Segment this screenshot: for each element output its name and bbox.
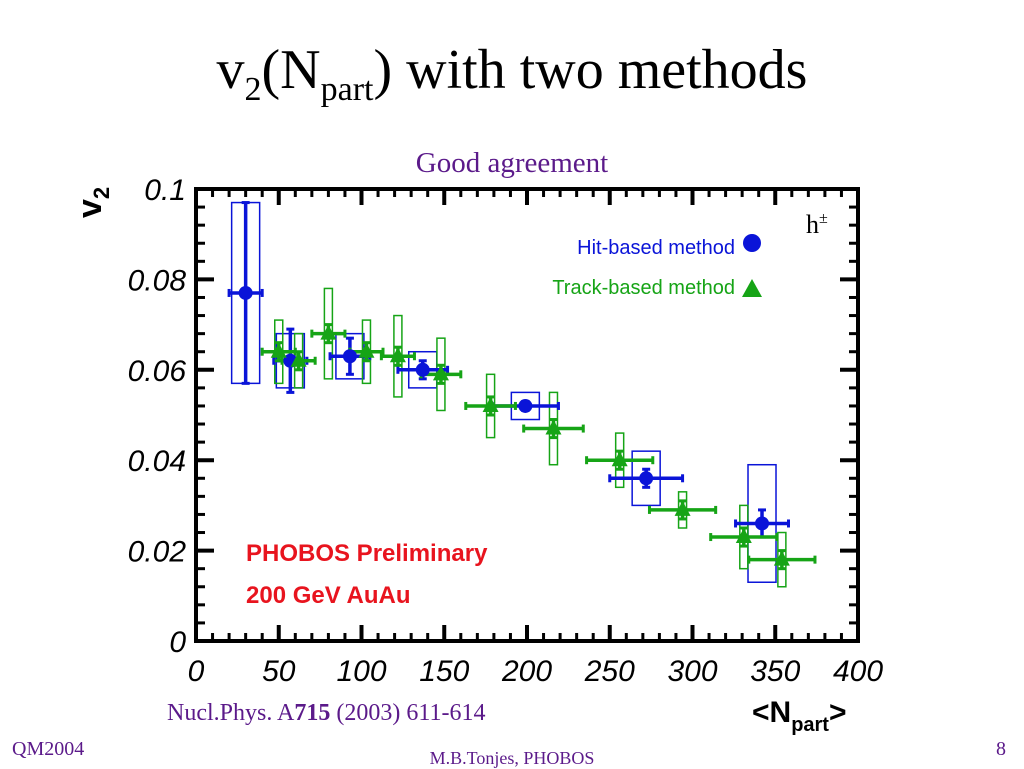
- tick-labels: 0 50 100 150 200 250 300 350 400 0 0.02 0.04 0.06 0.0…: [128, 174, 884, 688]
- particle-label: h±: [806, 210, 828, 239]
- hit-data-point: [415, 362, 430, 377]
- x-tick-label: 50: [262, 655, 296, 688]
- title-main: v: [216, 39, 245, 101]
- x-axis-label-close: >: [829, 696, 847, 729]
- reference: Nucl.Phys. A715 (2003) 611-614: [167, 700, 485, 727]
- y-tick-label: 0.02: [128, 536, 187, 569]
- y-axis-label-sub: 2: [89, 187, 114, 199]
- track-data-point: [432, 365, 449, 381]
- y-tick-label: 0.04: [128, 445, 186, 478]
- title-sub-part: part: [320, 70, 374, 108]
- footer-author: M.B.Tonjes, PHOBOS: [429, 748, 595, 768]
- plot-border: [194, 187, 860, 643]
- track-data-point: [773, 550, 790, 566]
- slide-title: v2(Npart) with two methods: [0, 42, 1024, 107]
- x-tick-label: 0: [188, 655, 205, 688]
- ref-suffix: (2003) 611-614: [330, 700, 486, 726]
- title-sub-2: 2: [244, 70, 262, 108]
- legend-hit-label: Hit-based method: [577, 237, 735, 259]
- annotation-phobos: PHOBOS Preliminary: [246, 540, 488, 567]
- legend-track-marker: [742, 279, 762, 297]
- track-data-point: [358, 342, 375, 358]
- track-data-point: [320, 324, 337, 340]
- systematic-boxes: [230, 201, 787, 588]
- hit-data-point: [342, 349, 357, 364]
- x-axis-label: <Npart>: [752, 696, 847, 736]
- hit-data-point: [755, 516, 770, 531]
- legend-track-label: Track-based method: [552, 277, 735, 299]
- track-data-point: [545, 419, 562, 435]
- data-markers: [238, 285, 790, 566]
- y-tick-label: 0: [169, 626, 186, 659]
- footer-conference: QM2004: [12, 738, 85, 760]
- x-tick-label: 300: [667, 655, 717, 688]
- ref-volume: 715: [294, 700, 331, 726]
- particle-label-sup: ±: [819, 210, 828, 227]
- title-rest: ) with two methods: [373, 39, 808, 101]
- y-tick-label: 0.06: [128, 355, 187, 388]
- x-tick-label: 350: [750, 655, 800, 688]
- ref-prefix: Nucl.Phys. A: [167, 700, 295, 726]
- hit-data-point: [518, 398, 533, 413]
- y-tick-label: 0.1: [144, 174, 186, 207]
- track-data-point: [389, 347, 406, 363]
- x-tick-label: 200: [501, 655, 552, 688]
- plot-frame: [194, 187, 860, 643]
- x-tick-label: 250: [584, 655, 635, 688]
- track-data-point: [735, 528, 752, 544]
- legend-hit-marker: [743, 234, 761, 252]
- annotation-energy: 200 GeV AuAu: [246, 582, 411, 609]
- track-data-point: [674, 500, 691, 516]
- particle-label-main: h: [806, 210, 819, 239]
- title-open: (N: [261, 39, 321, 101]
- track-data-point: [482, 396, 499, 412]
- y-axis-label-main: v: [71, 199, 109, 218]
- slide-subtitle: Good agreement: [415, 147, 609, 179]
- hit-data-point: [639, 471, 654, 486]
- track-data-point: [290, 351, 307, 367]
- hit-data-point: [238, 285, 253, 300]
- x-axis-label-main: <N: [752, 696, 791, 729]
- x-tick-label: 150: [419, 655, 469, 688]
- x-tick-label: 400: [833, 655, 883, 688]
- legend: Hit-based method Track-based method: [552, 234, 762, 299]
- y-axis-label: v2: [71, 187, 114, 218]
- x-axis-label-sub: part: [791, 714, 829, 736]
- footer-page-number: 8: [996, 738, 1006, 760]
- axis-ticks: [194, 187, 860, 643]
- y-tick-label: 0.08: [128, 264, 187, 297]
- track-data-point: [611, 451, 628, 467]
- x-tick-label: 100: [336, 655, 386, 688]
- track-data-point: [270, 342, 287, 358]
